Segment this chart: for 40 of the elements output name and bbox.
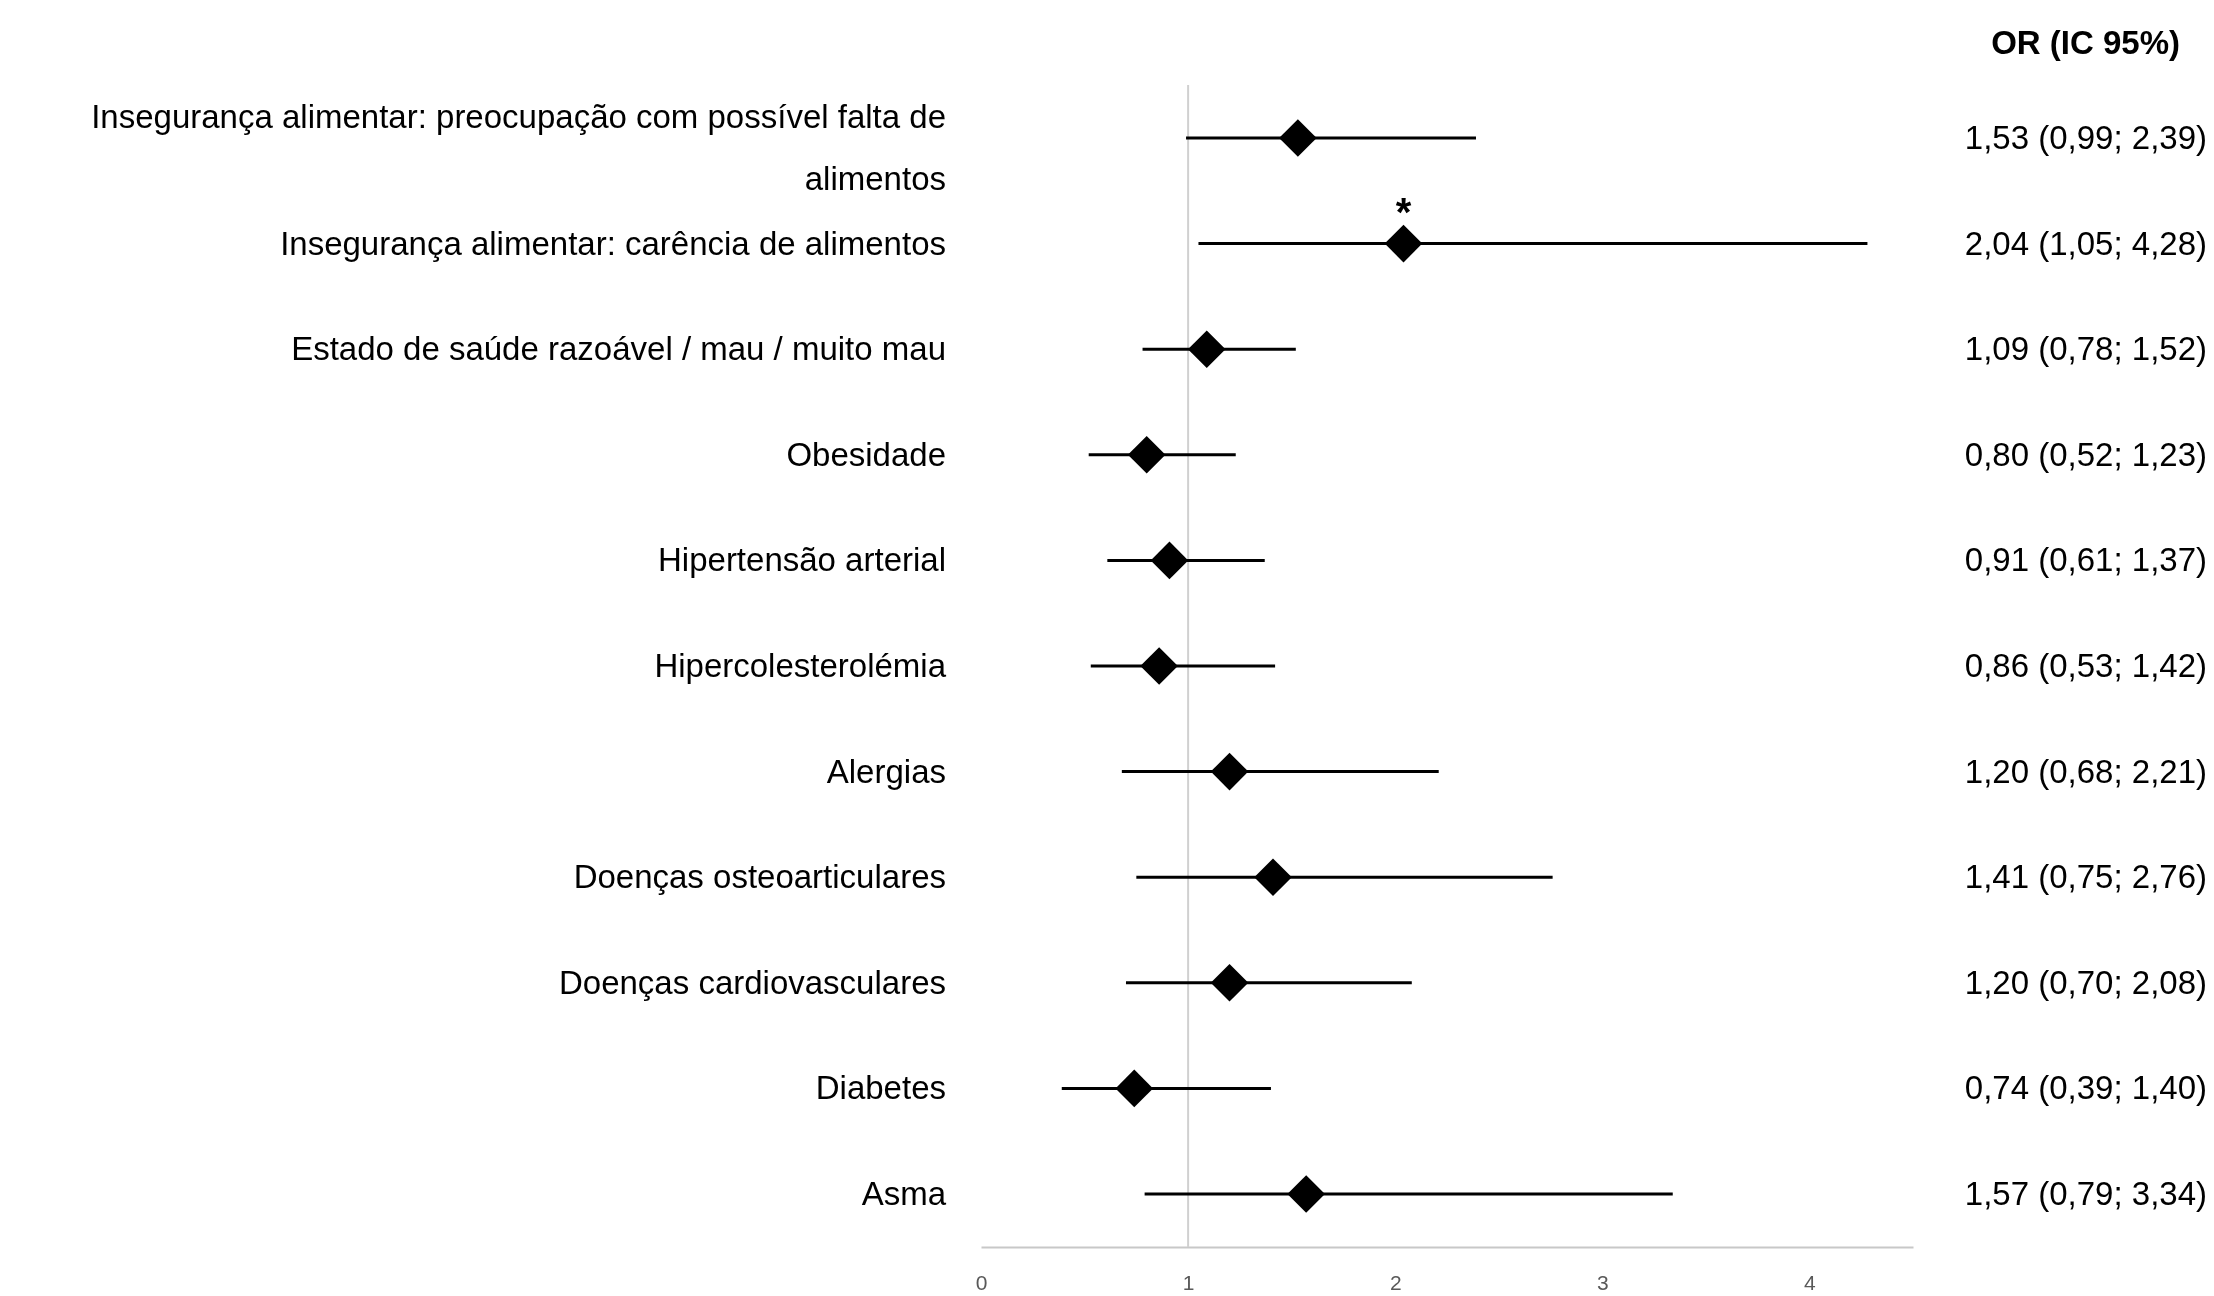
y-tick-label: Doenças cardiovasculares xyxy=(558,963,946,1001)
data-label: 2,04 (1,05; 4,28) xyxy=(1964,224,2207,262)
point xyxy=(1279,119,1317,157)
y-tick-label: Asma xyxy=(861,1175,947,1212)
data-label: 1,53 (0,99; 2,39) xyxy=(1964,119,2207,156)
point xyxy=(1150,541,1189,580)
data-label: 1,41 (0,75; 2,76) xyxy=(1964,858,2207,896)
data-label: 1,20 (0,68; 2,21) xyxy=(1964,752,2207,790)
y-tick-label: Doenças osteoarticulares xyxy=(573,858,946,896)
data-label: 0,86 (0,53; 1,42) xyxy=(1964,647,2207,684)
point xyxy=(1384,224,1423,263)
y-tick-label: Hipertensão arterial xyxy=(658,541,946,579)
annotation: * xyxy=(1395,189,1412,234)
x-tick-label: 3 xyxy=(1596,1270,1609,1294)
data-label: 0,91 (0,61; 1,37) xyxy=(1964,541,2207,579)
data-label: 1,57 (0,79; 3,34) xyxy=(1964,1175,2207,1212)
point xyxy=(1127,436,1166,474)
point xyxy=(1287,1175,1325,1213)
y-tick-label: Estado de saúde razoável / mau / muito mau xyxy=(291,330,946,368)
data-label: 1,09 (0,78; 1,52) xyxy=(1964,330,2207,368)
y-tick-label: Hipercolesterolémia xyxy=(654,647,947,684)
x-tick-label: 1 xyxy=(1182,1270,1195,1294)
point xyxy=(1210,964,1249,1002)
point xyxy=(1140,647,1178,685)
data-label: 1,20 (0,70; 2,08) xyxy=(1964,963,2207,1001)
y-tick-label: Obesidade xyxy=(786,435,946,473)
y-tick-label: Diabetes xyxy=(815,1069,946,1107)
x-tick-label: 4 xyxy=(1804,1270,1817,1294)
y-tick-label: Insegurança alimentar: preocupação com possível falta de alimentos xyxy=(91,98,946,197)
point xyxy=(1115,1069,1154,1108)
x-tick-label: 0 xyxy=(975,1270,988,1294)
point xyxy=(1254,858,1292,896)
x-tick-label: 2 xyxy=(1389,1270,1402,1294)
text: OR (IC 95%) xyxy=(1991,24,2180,61)
data-label: 0,80 (0,52; 1,23) xyxy=(1964,435,2207,473)
data-label: 0,74 (0,39; 1,40) xyxy=(1964,1069,2207,1107)
y-tick-label: Alergias xyxy=(826,752,946,790)
point xyxy=(1187,330,1226,368)
y-tick-label: Insegurança alimentar: carência de alimentos xyxy=(280,224,946,262)
point xyxy=(1210,752,1249,791)
